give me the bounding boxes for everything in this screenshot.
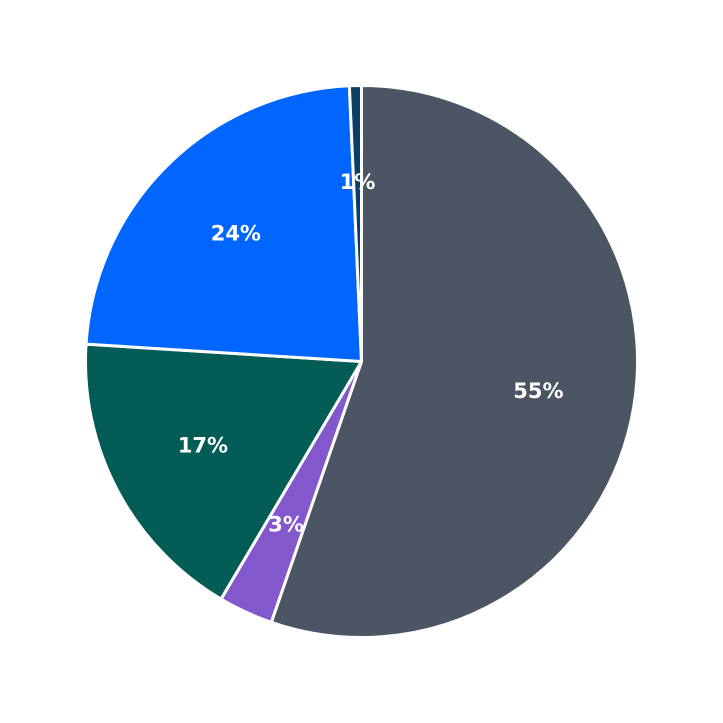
pie-slice-label: 24% [211, 221, 261, 245]
pie-slice-label: 3% [268, 512, 304, 536]
labels-layer: 55% 3% 17% 24% 1% [178, 170, 564, 536]
pie-slice-label: 17% [178, 433, 228, 457]
pie-slice [347, 84, 363, 363]
pie-slice-label: 55% [513, 379, 563, 403]
slices-layer [84, 84, 639, 639]
pie-slice [84, 342, 363, 601]
pie-slice-label: 1% [340, 170, 376, 194]
pie-slice [84, 84, 363, 363]
